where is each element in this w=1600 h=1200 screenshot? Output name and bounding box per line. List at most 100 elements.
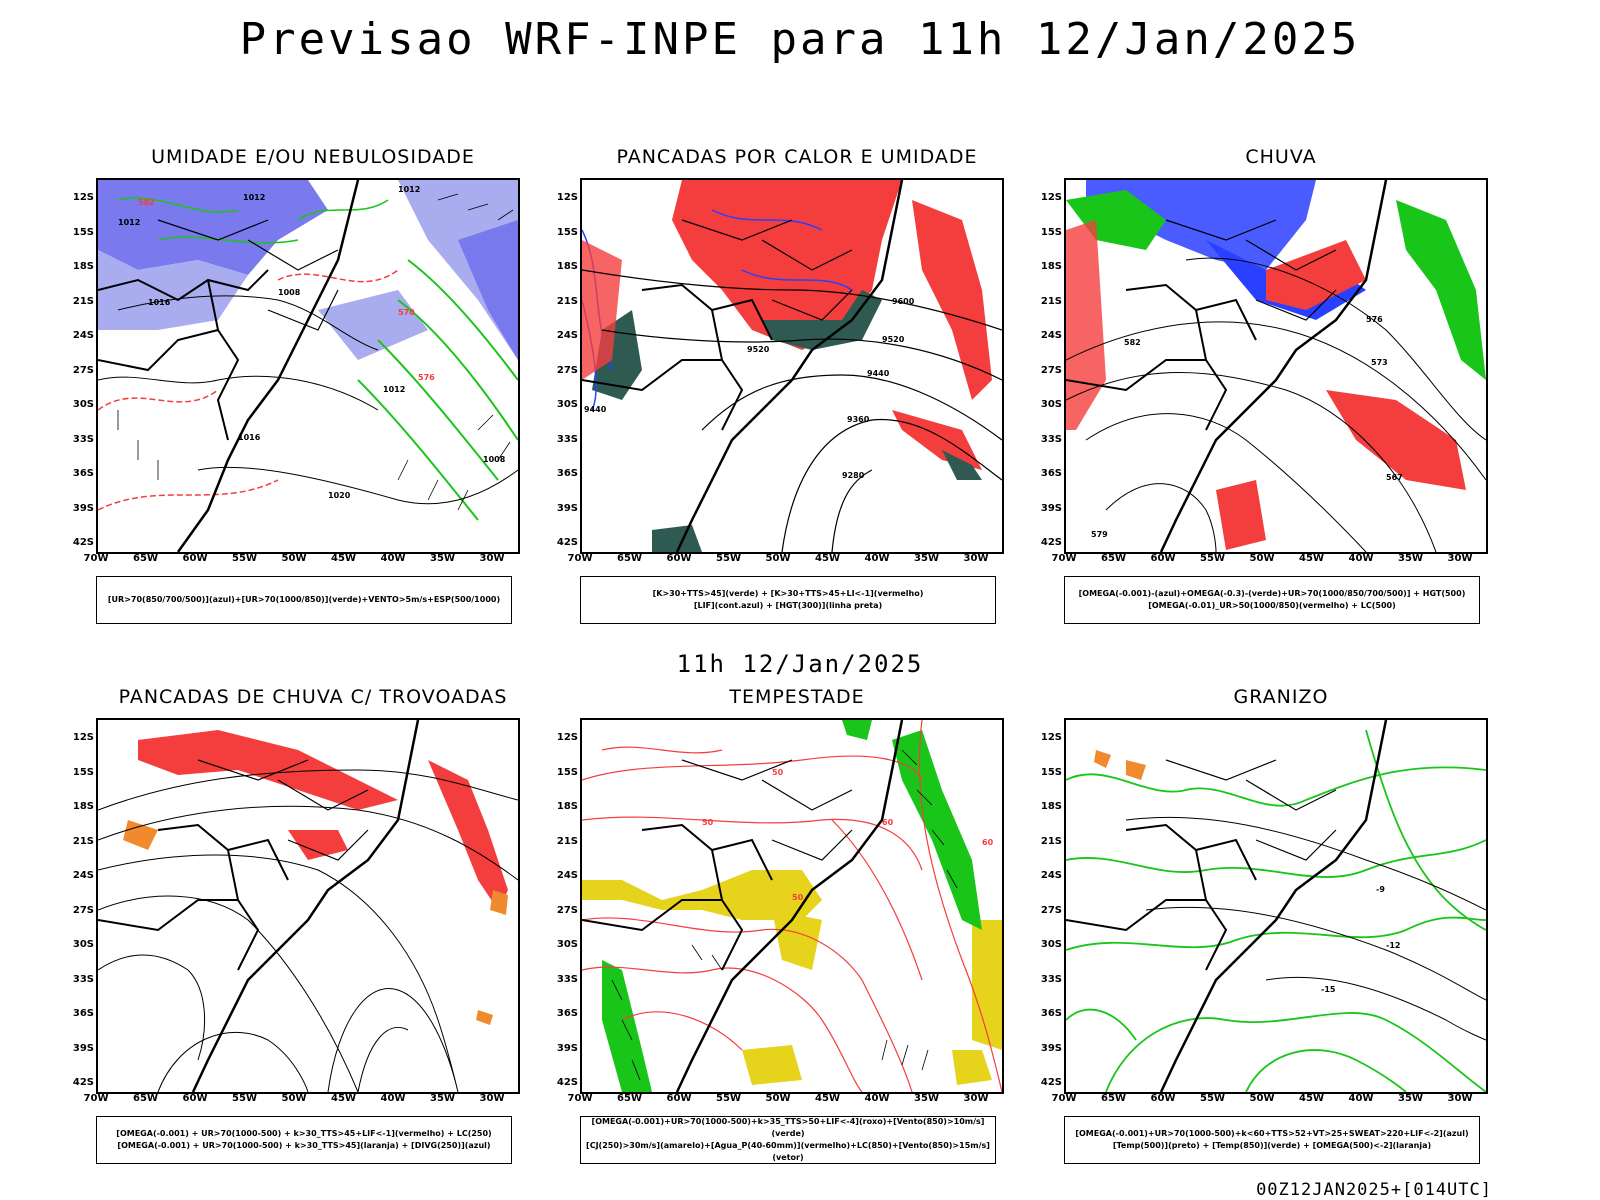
lat-tick-label: 18S <box>1040 801 1062 812</box>
streamlines <box>98 769 518 1092</box>
lat-tick-label: 24S <box>556 330 578 341</box>
map-tempestade[interactable]: 50 50 50 60 60 <box>580 718 1004 1094</box>
lon-tick-label: 70W <box>83 553 109 564</box>
lightblue-humidity-area <box>398 180 518 360</box>
lat-tick-label: 18S <box>556 801 578 812</box>
lat-tick-label: 18S <box>556 261 578 272</box>
lat-tick-label: 39S <box>72 502 94 514</box>
map-chuva[interactable]: 582 576 573 567 579 <box>1064 178 1488 554</box>
lon-tick-label: 70W <box>83 1093 109 1104</box>
lat-tick-label: 30S <box>72 939 94 950</box>
map-trovoadas[interactable] <box>96 718 520 1094</box>
country-borders <box>1066 283 1257 431</box>
lat-tick-label: 36S <box>72 1008 94 1019</box>
latitude-axis: 12S 15S 18S 21S 24S 27S 30S 33S 36S 39S 42S <box>64 178 94 550</box>
lat-tick-label: 27S <box>556 364 578 376</box>
panel-tempestade: TEMPESTADE 12S 15S 18S 21S 24S 27S 30S 33S 36S 39… <box>557 686 1042 1176</box>
panel-title: PANCADAS DE CHUVA C/ TROVOADAS <box>118 686 508 708</box>
lon-tick-label: 55W <box>1200 1093 1225 1104</box>
legend-box: [UR>70(850/700/500)](azul)+[UR>70(1000/8… <box>96 576 512 624</box>
height-label: 582 <box>138 198 155 207</box>
red-rain-area <box>1216 480 1266 550</box>
lightblue-humidity-area <box>98 250 248 330</box>
legend-line: [Temp(500)](preto) + [Temp(850)](verde) … <box>1112 1141 1432 1150</box>
map-granizo[interactable]: -9 -12 -15 <box>1064 718 1488 1094</box>
temp-label: -12 <box>1386 941 1400 950</box>
map-canvas: 582 576 573 567 579 <box>1066 180 1486 552</box>
height-label: 9600 <box>892 297 915 306</box>
lon-tick-label: 60W <box>666 553 692 564</box>
map-canvas: 1012 1012 1012 1008 1016 1020 1012 1016 … <box>98 180 518 552</box>
lat-tick-label: 24S <box>72 330 94 341</box>
isobar-label: 1012 <box>398 185 420 194</box>
lon-tick-label: 50W <box>1249 1093 1275 1104</box>
lat-tick-label: 27S <box>72 364 94 376</box>
state-borders <box>197 759 369 861</box>
state-borders <box>1165 219 1337 321</box>
map-canvas <box>98 720 518 1092</box>
lon-tick-label: 45W <box>815 1093 840 1104</box>
darkgreen-instability-area <box>652 525 702 552</box>
state-borders <box>681 759 853 861</box>
lon-tick-label: 35W <box>1398 553 1423 564</box>
lon-tick-label: 35W <box>914 553 939 564</box>
lon-tick-label: 60W <box>666 1093 692 1104</box>
lat-tick-label: 12S <box>1040 192 1062 203</box>
lon-tick-label: 30W <box>479 553 505 564</box>
lon-tick-label: 40W <box>1348 1093 1374 1104</box>
lat-tick-label: 30S <box>556 399 578 410</box>
lon-tick-label: 30W <box>963 553 989 564</box>
coastline <box>1159 720 1388 1092</box>
lon-tick-label: 30W <box>1447 553 1473 564</box>
lon-tick-label: 30W <box>1447 1093 1473 1104</box>
state-borders <box>157 219 339 331</box>
map-canvas: 9600 9520 9440 9360 9280 9520 9440 <box>582 180 1002 552</box>
lat-tick-label: 30S <box>556 939 578 950</box>
legend-line: [K>30+TTS>45](verde) + [K>30+TTS>45+LI<-… <box>652 589 924 598</box>
isobar-label: 1020 <box>328 491 351 500</box>
lat-tick-label: 39S <box>1040 502 1062 514</box>
lon-tick-label: 55W <box>1200 553 1225 564</box>
latitude-axis: 12S 15S 18S 21S 24S 27S 30S 33S 36S 39S 42S <box>1032 178 1062 550</box>
temp-label: -9 <box>1376 885 1385 894</box>
lat-tick-label: 21S <box>1040 835 1062 847</box>
lat-tick-label: 33S <box>1040 973 1062 985</box>
latitude-axis: 12S 15S 18S 21S 24S 27S 30S 33S 36S 39S 42S <box>548 178 578 550</box>
country-borders <box>582 283 773 431</box>
lat-tick-label: 36S <box>1040 468 1062 479</box>
panel-title: TEMPESTADE <box>729 686 865 708</box>
lat-tick-label: 33S <box>556 973 578 985</box>
panel-title: UMIDADE E/OU NEBULOSIDADE <box>151 146 475 168</box>
pw-label: 60 <box>882 818 894 827</box>
hgt300-contour <box>582 269 1002 552</box>
panel-chuva: CHUVA 12S 15S 18S 21S 24S 27S 30S 33S 36S 39S 42S … <box>1041 146 1526 636</box>
map-pancadas-calor[interactable]: 9600 9520 9440 9360 9280 9520 9440 <box>580 178 1004 554</box>
lat-tick-label: 15S <box>72 766 94 778</box>
red-rain-area <box>1266 240 1366 310</box>
red-rain-area <box>1326 390 1466 490</box>
lat-tick-label: 21S <box>72 295 94 307</box>
longitude-axis: 70W 65W 60W 55W 50W 45W 40W 35W 30W <box>1052 553 1484 567</box>
height-label: 9440 <box>867 369 890 378</box>
lon-tick-label: 35W <box>914 1093 939 1104</box>
lon-tick-label: 35W <box>430 1093 455 1104</box>
temp500-contour <box>1125 816 1486 1041</box>
map-umidade[interactable]: 1012 1012 1012 1008 1016 1020 1012 1016 … <box>96 178 520 554</box>
lon-tick-label: 50W <box>765 1093 791 1104</box>
green-wind-area <box>602 960 652 1092</box>
lat-tick-label: 12S <box>1040 732 1062 743</box>
legend-line: [OMEGA(-0.001)+UR>70(1000-500)+k>35_TTS>… <box>591 1117 985 1138</box>
red-instability-area <box>672 180 902 350</box>
lat-tick-label: 42S <box>556 1077 578 1088</box>
country-borders <box>1066 823 1257 971</box>
orange-omega-area <box>1126 760 1146 780</box>
red-thunder-area <box>138 730 398 810</box>
isobar-label: 1008 <box>278 288 301 297</box>
height-label: 582 <box>1124 338 1141 347</box>
lat-tick-label: 12S <box>72 732 94 743</box>
red-rain-area <box>1066 220 1106 430</box>
state-borders <box>1165 759 1337 861</box>
coastline <box>176 180 360 552</box>
lon-tick-label: 40W <box>864 1093 890 1104</box>
lat-tick-label: 18S <box>1040 261 1062 272</box>
